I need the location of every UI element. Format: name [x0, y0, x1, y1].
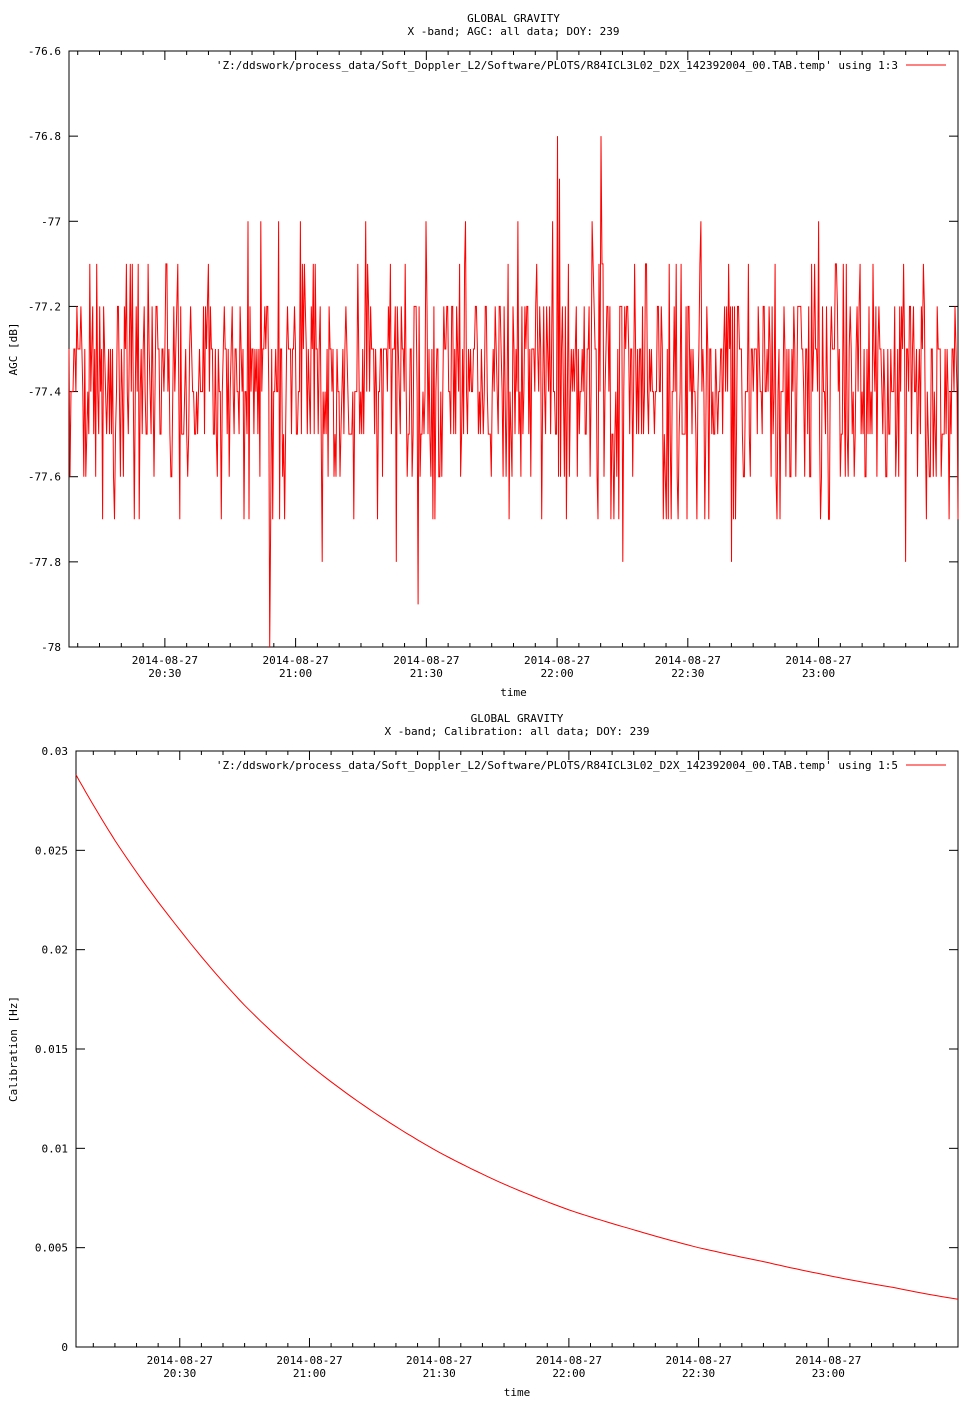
y-tick-label: -76.8 — [28, 130, 61, 143]
x-tick-label-time: 21:00 — [279, 667, 312, 680]
y-tick-label: -77 — [41, 215, 61, 228]
x-tick-label-date: 2014-08-27 — [276, 1354, 342, 1367]
y-tick-label: 0.03 — [42, 745, 69, 758]
x-tick-label-date: 2014-08-27 — [132, 654, 198, 667]
x-tick-label-date: 2014-08-27 — [795, 1354, 861, 1367]
x-tick-label-date: 2014-08-27 — [524, 654, 590, 667]
plot-frame — [75, 750, 959, 1348]
legend-label: 'Z:/ddswork/process_data/Soft_Doppler_L2… — [216, 759, 898, 772]
chart-title: GLOBAL GRAVITY — [467, 12, 560, 25]
legend-label: 'Z:/ddswork/process_data/Soft_Doppler_L2… — [216, 59, 898, 72]
y-tick-label: 0 — [61, 1341, 68, 1354]
x-tick-label-date: 2014-08-27 — [536, 1354, 602, 1367]
x-tick-label-date: 2014-08-27 — [147, 1354, 213, 1367]
x-tick-label-time: 21:30 — [423, 1367, 456, 1380]
x-tick-label-time: 21:00 — [293, 1367, 326, 1380]
x-axis-label: time — [500, 686, 527, 699]
y-tick-label: 0.02 — [42, 944, 69, 957]
x-tick-label-date: 2014-08-27 — [393, 654, 459, 667]
x-tick-label-time: 22:00 — [552, 1367, 585, 1380]
chart-subtitle: X -band; Calibration: all data; DOY: 239 — [385, 725, 650, 738]
chart-title: GLOBAL GRAVITY — [471, 712, 564, 725]
y-tick-label: -78 — [41, 641, 61, 654]
x-tick-label-time: 22:30 — [682, 1367, 715, 1380]
y-tick-label: 0.025 — [35, 844, 68, 857]
y-tick-label: -77.2 — [28, 300, 61, 313]
x-tick-label-date: 2014-08-27 — [665, 1354, 731, 1367]
x-tick-label-date: 2014-08-27 — [655, 654, 721, 667]
chart-subtitle: X -band; AGC: all data; DOY: 239 — [408, 25, 620, 38]
x-tick-label-time: 20:30 — [163, 1367, 196, 1380]
x-tick-label-time: 23:00 — [802, 667, 835, 680]
series-line — [75, 774, 959, 1300]
x-tick-label-date: 2014-08-27 — [262, 654, 328, 667]
x-tick-label-date: 2014-08-27 — [785, 654, 851, 667]
x-axis-label: time — [504, 1386, 531, 1399]
y-axis-label: Calibration [Hz] — [7, 996, 20, 1102]
y-tick-label: -77.6 — [28, 471, 61, 484]
y-tick-label: 0.005 — [35, 1242, 68, 1255]
y-tick-label: -77.4 — [28, 386, 61, 399]
y-axis-label: AGC [dB] — [7, 323, 20, 376]
series-line — [68, 136, 959, 648]
x-tick-label-time: 21:30 — [410, 667, 443, 680]
y-tick-label: -77.8 — [28, 556, 61, 569]
y-tick-label: -76.6 — [28, 45, 61, 58]
x-tick-label-time: 22:00 — [541, 667, 574, 680]
x-tick-label-time: 20:30 — [148, 667, 181, 680]
y-tick-label: 0.015 — [35, 1043, 68, 1056]
x-tick-label-time: 23:00 — [812, 1367, 845, 1380]
y-tick-label: 0.01 — [42, 1142, 69, 1155]
x-tick-label-time: 22:30 — [671, 667, 704, 680]
x-tick-label-date: 2014-08-27 — [406, 1354, 472, 1367]
